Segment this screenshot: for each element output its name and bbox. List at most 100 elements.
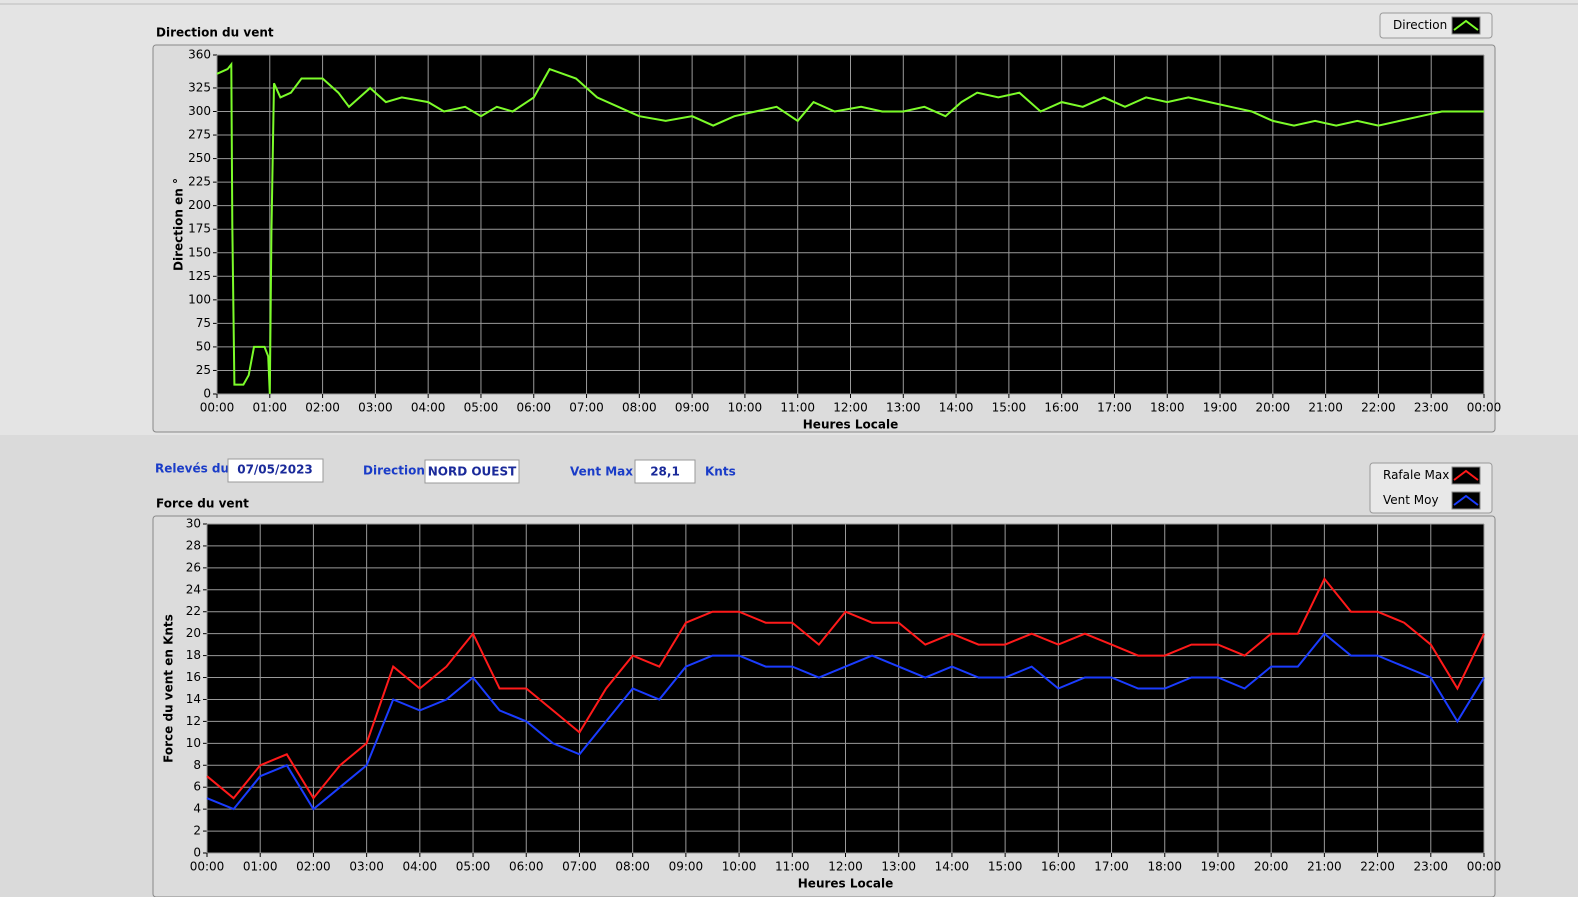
x-tick-label: 08:00: [622, 401, 657, 415]
y-tick-label: 175: [188, 222, 211, 236]
direction-field[interactable]: [424, 459, 520, 484]
x-tick-label: 03:00: [358, 401, 393, 415]
x-tick-label: 12:00: [833, 401, 868, 415]
y-tick-label: 75: [196, 316, 211, 330]
y-tick-label: 50: [196, 339, 211, 353]
x-tick-label: 20:00: [1254, 860, 1289, 874]
x-tick-label: 17:00: [1097, 401, 1132, 415]
legend-swatch: [1451, 491, 1481, 510]
y-tick-label: 24: [186, 582, 201, 596]
date-label: Relevés du: [155, 462, 229, 476]
y-tick-label: 16: [186, 670, 201, 684]
x-tick-label: 23:00: [1413, 860, 1448, 874]
y-tick-label: 2: [193, 824, 201, 838]
x-tick-label: 01:00: [252, 401, 287, 415]
y-tick-label: 0: [203, 387, 211, 401]
y-tick-label: 10: [186, 736, 201, 750]
x-tick-label: 19:00: [1201, 860, 1236, 874]
y-tick-label: 275: [188, 128, 211, 142]
x-tick-label: 00:00: [190, 860, 225, 874]
y-tick-label: 125: [188, 269, 211, 283]
x-tick-label: 06:00: [516, 401, 551, 415]
legend-swatch: [1451, 16, 1481, 35]
y-tick-label: 4: [193, 802, 201, 816]
x-axis-label: Heures Locale: [803, 418, 898, 432]
vmax-value: 28,1: [650, 465, 680, 479]
x-tick-label: 00:00: [200, 401, 235, 415]
data-line: [206, 576, 1485, 800]
y-tick-label: 26: [186, 560, 201, 574]
date-value: 07/05/2023: [237, 463, 313, 477]
y-tick-label: 150: [188, 245, 211, 259]
x-tick-label: 02:00: [296, 860, 331, 874]
vmax-field[interactable]: [634, 459, 696, 484]
y-axis-label: Direction en °: [172, 178, 186, 271]
y-tick-label: 250: [188, 151, 211, 165]
x-tick-label: 08:00: [615, 860, 650, 874]
x-tick-label: 09:00: [675, 401, 710, 415]
x-tick-label: 11:00: [780, 401, 815, 415]
legend-label: Vent Moy: [1383, 493, 1439, 507]
y-tick-label: 30: [186, 517, 201, 531]
x-tick-label: 21:00: [1308, 401, 1343, 415]
x-tick-label: 23:00: [1414, 401, 1449, 415]
x-tick-label: 14:00: [939, 401, 974, 415]
x-tick-label: 18:00: [1147, 860, 1182, 874]
x-tick-label: 01:00: [243, 860, 278, 874]
x-tick-label: 07:00: [569, 401, 604, 415]
data-line: [206, 632, 1485, 811]
x-tick-label: 22:00: [1361, 401, 1396, 415]
x-tick-label: 10:00: [722, 860, 757, 874]
x-tick-label: 15:00: [988, 860, 1023, 874]
y-tick-label: 28: [186, 538, 201, 552]
unit-label: Knts: [705, 465, 736, 479]
x-tick-label: 00:00: [1467, 401, 1502, 415]
y-tick-label: 300: [188, 104, 211, 118]
x-tick-label: 16:00: [1044, 401, 1079, 415]
x-tick-label: 21:00: [1307, 860, 1342, 874]
chart-title: Direction du vent: [156, 26, 274, 40]
y-tick-label: 360: [188, 48, 211, 62]
x-tick-label: 04:00: [403, 860, 438, 874]
x-tick-label: 00:00: [1467, 860, 1502, 874]
data-line: [216, 61, 1484, 395]
date-field[interactable]: [227, 458, 324, 483]
legend-label: Rafale Max: [1383, 468, 1449, 482]
x-tick-label: 14:00: [935, 860, 970, 874]
x-tick-label: 05:00: [464, 401, 499, 415]
y-tick-label: 225: [188, 175, 211, 189]
legend-line: [1453, 494, 1479, 506]
x-tick-label: 02:00: [305, 401, 340, 415]
y-tick-label: 100: [188, 292, 211, 306]
x-tick-label: 09:00: [669, 860, 704, 874]
x-tick-label: 05:00: [456, 860, 491, 874]
x-tick-label: 13:00: [886, 401, 921, 415]
x-tick-label: 07:00: [562, 860, 597, 874]
y-tick-label: 14: [186, 692, 201, 706]
y-tick-label: 20: [186, 626, 201, 640]
y-axis-label: Force du vent en Knts: [162, 614, 176, 763]
legend-label: Direction: [1393, 18, 1447, 32]
y-tick-label: 12: [186, 714, 201, 728]
x-tick-label: 11:00: [775, 860, 810, 874]
y-tick-label: 22: [186, 604, 201, 618]
x-tick-label: 15:00: [992, 401, 1027, 415]
x-tick-label: 20:00: [1256, 401, 1291, 415]
x-tick-label: 04:00: [411, 401, 446, 415]
y-tick-label: 25: [196, 363, 211, 377]
direction-label: Direction: [363, 464, 425, 478]
vmax-label: Vent Max: [570, 465, 633, 479]
legend-swatch: [1451, 466, 1481, 485]
legend-line: [1453, 19, 1479, 31]
chart-title: Force du vent: [156, 497, 249, 511]
x-tick-label: 13:00: [881, 860, 916, 874]
legend-line: [1453, 469, 1479, 481]
y-tick-label: 8: [193, 758, 201, 772]
y-tick-label: 18: [186, 648, 201, 662]
x-tick-label: 06:00: [509, 860, 544, 874]
x-tick-label: 22:00: [1360, 860, 1395, 874]
x-tick-label: 10:00: [728, 401, 763, 415]
y-tick-label: 6: [193, 780, 201, 794]
y-tick-label: 200: [188, 198, 211, 212]
